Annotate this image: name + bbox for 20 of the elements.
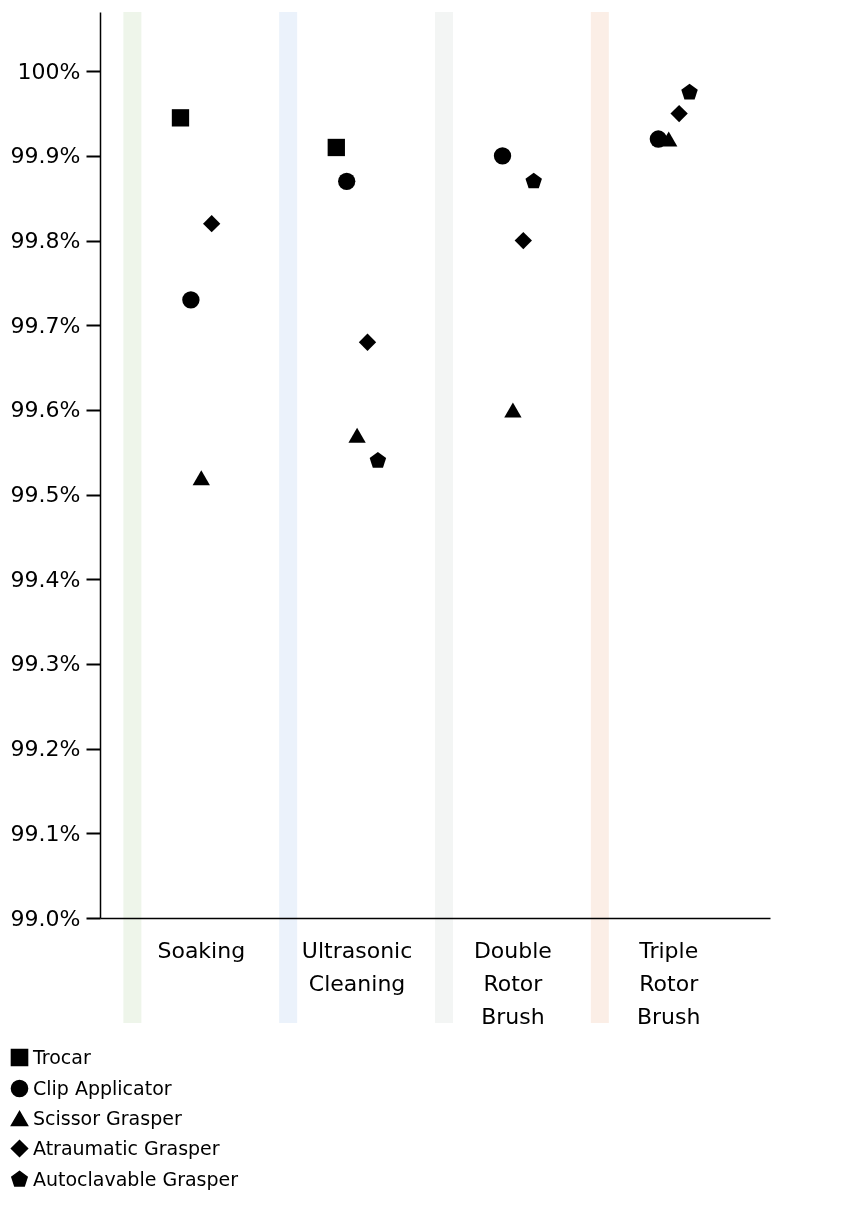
x-tick-label: Soaking — [157, 937, 246, 963]
x-tick-label: Triple Rotor Brush — [636, 937, 701, 1029]
y-tick-label: 99.7% — [10, 312, 81, 338]
y-tick-label: 99.9% — [10, 143, 81, 169]
legend-label: Atraumatic Grasper — [33, 1136, 220, 1159]
x-tick-label: Double Rotor Brush — [473, 937, 552, 1029]
y-tick-label: 99.5% — [10, 482, 81, 508]
legend-label: Clip Applicator — [33, 1076, 172, 1099]
legend-label: Scissor Grasper — [33, 1106, 182, 1129]
y-tick-label: 99.2% — [10, 736, 81, 762]
y-tick-label: 99.3% — [10, 651, 81, 677]
y-tick-label: 100% — [17, 58, 81, 84]
y-tick-label: 99.4% — [10, 566, 81, 592]
x-tick-label: Ultrasonic Cleaning — [301, 937, 413, 996]
y-tick-label: 99.8% — [10, 228, 81, 254]
legend-label: Trocar — [32, 1045, 91, 1068]
y-tick-label: 99.6% — [10, 397, 81, 423]
legend-label: Autoclavable Grasper — [33, 1167, 239, 1190]
y-tick-label: 99.1% — [10, 820, 81, 846]
y-tick-label: 99.0% — [10, 905, 81, 931]
